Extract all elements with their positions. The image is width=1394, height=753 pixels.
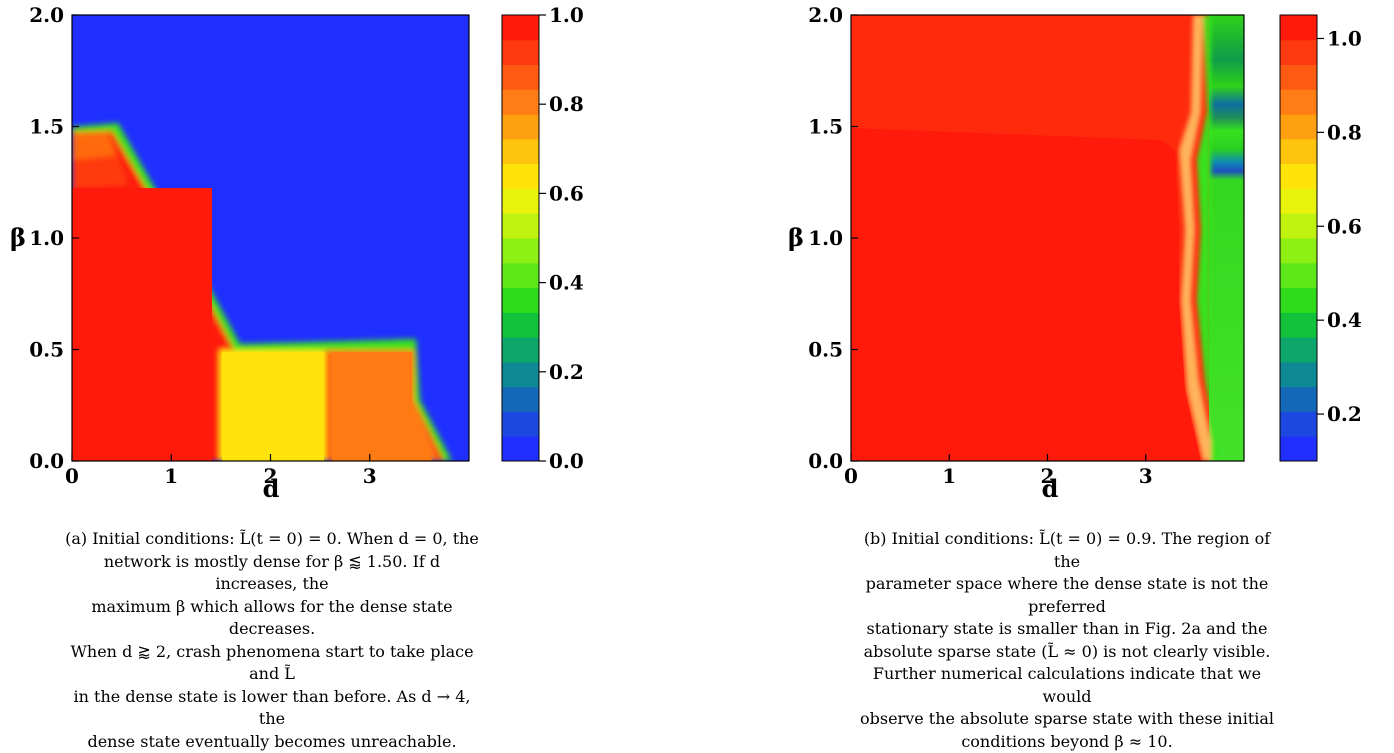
colorbar-swatch — [1280, 337, 1317, 362]
caption-a-line: in the dense state is lower than before.… — [62, 686, 482, 731]
x-tick-label: 0 — [844, 464, 858, 488]
colorbar-swatch — [1280, 164, 1317, 189]
dark-orange-strip-a — [72, 155, 128, 188]
colorbar-tick-label: 0.8 — [549, 92, 584, 116]
colorbar-swatch — [502, 411, 539, 436]
caption-a-line: (a) Initial conditions: L̃(t = 0) = 0. W… — [62, 528, 482, 551]
caption-b-line: stationary state is smaller than in Fig.… — [857, 618, 1277, 641]
y-tick-label: 1.5 — [808, 115, 843, 139]
colorbar-a: 0.0 0.2 0.4 0.6 0.8 1.0 — [502, 3, 584, 473]
colorbar-swatch — [502, 213, 539, 238]
colorbar-swatch — [502, 263, 539, 288]
colorbar-swatch — [1280, 288, 1317, 313]
caption-b-line: conditions beyond β ≈ 10. — [857, 731, 1277, 753]
heatmap-b — [851, 15, 1245, 461]
colorbar-swatch — [502, 89, 539, 114]
caption-a: (a) Initial conditions: L̃(t = 0) = 0. W… — [62, 528, 482, 753]
dense-region-b — [851, 128, 1201, 461]
y-tick-label: 0.5 — [29, 338, 64, 362]
colorbar-swatch — [1280, 312, 1317, 337]
y-axis-label-b: β — [788, 223, 804, 252]
colorbar-swatch — [1280, 238, 1317, 263]
y-tick-label: 1.5 — [29, 115, 64, 139]
caption-a-line: maximum β which allows for the dense sta… — [62, 596, 482, 641]
caption-a-line: network is mostly dense for β ⪅ 1.50. If… — [62, 551, 482, 596]
colorbar-swatch — [502, 114, 539, 139]
colorbar-b: 0.2 0.4 0.6 0.8 1.0 — [1280, 15, 1362, 462]
colorbar-tick-label: 1.0 — [1327, 26, 1362, 50]
x-tick-label: 0 — [65, 464, 79, 488]
colorbar-swatch — [1280, 362, 1317, 387]
x-tick-label: 1 — [942, 464, 956, 488]
y-tick-label: 0.0 — [808, 449, 843, 473]
colorbar-swatch — [1280, 188, 1317, 213]
colorbar-swatch — [1280, 15, 1317, 40]
y-axis-label-a: β — [10, 223, 26, 252]
colorbar-swatch — [1280, 65, 1317, 90]
colorbar-swatch — [502, 312, 539, 337]
x-axis-label-b: d — [1042, 474, 1059, 500]
y-tick-label: 1.0 — [808, 226, 843, 250]
colorbar-swatch — [1280, 213, 1317, 238]
caption-b-line: observe the absolute sparse state with t… — [857, 708, 1277, 731]
colorbar-tick-label: 0.4 — [549, 271, 584, 295]
colorbar-swatch — [502, 188, 539, 213]
x-axis-label-a: d — [263, 474, 280, 500]
colorbar-tick-label: 1.0 — [549, 3, 584, 27]
colorbar-swatch — [1280, 89, 1317, 114]
colorbar-swatch — [502, 238, 539, 263]
caption-b: (b) Initial conditions: L̃(t = 0) = 0.9.… — [857, 528, 1277, 753]
caption-a-line: When d ⪆ 2, crash phenomena start to tak… — [62, 641, 482, 686]
colorbar-swatch — [502, 65, 539, 90]
y-tick-label: 0.0 — [29, 449, 64, 473]
colorbar-swatch — [502, 436, 539, 461]
colorbar-swatch — [502, 164, 539, 189]
colorbar-swatch — [1280, 411, 1317, 436]
colorbar-swatch — [1280, 40, 1317, 65]
y-tick-label: 2.0 — [29, 3, 64, 27]
colorbar-tick-label: 0.0 — [549, 449, 584, 473]
heatmap-a — [72, 15, 469, 461]
colorbar-swatch — [502, 139, 539, 164]
y-tick-label: 0.5 — [808, 338, 843, 362]
colorbar-tick-label: 0.2 — [549, 360, 584, 384]
x-tick-label: 1 — [164, 464, 178, 488]
sparse-column-b — [1209, 15, 1245, 461]
caption-a-line: dense state eventually becomes unreachab… — [62, 731, 482, 753]
x-tick-label: 3 — [1139, 464, 1153, 488]
x-tick-label: 3 — [363, 464, 377, 488]
caption-b-line: parameter space where the dense state is… — [857, 573, 1277, 618]
colorbar-swatch — [502, 288, 539, 313]
colorbar-swatch — [1280, 436, 1317, 461]
colorbar-swatch — [1280, 387, 1317, 412]
caption-b-line: (b) Initial conditions: L̃(t = 0) = 0.9.… — [857, 528, 1277, 573]
colorbar-tick-label: 0.8 — [1327, 120, 1362, 144]
y-tick-label: 1.0 — [29, 226, 64, 250]
colorbar-swatch — [1280, 263, 1317, 288]
colorbar-tick-label: 0.6 — [549, 181, 584, 205]
colorbar-tick-label: 0.4 — [1327, 308, 1362, 332]
colorbar-swatch — [502, 15, 539, 40]
colorbar-swatch — [502, 40, 539, 65]
caption-b-line: Further numerical calculations indicate … — [857, 663, 1277, 708]
colorbar-swatch — [1280, 114, 1317, 139]
colorbar-swatch — [502, 362, 539, 387]
colorbar-tick-label: 0.6 — [1327, 214, 1362, 238]
colorbar-tick-label: 0.2 — [1327, 402, 1362, 426]
colorbar-swatch — [1280, 139, 1317, 164]
colorbar-swatch — [502, 387, 539, 412]
caption-b-line: absolute sparse state (L̃ ≈ 0) is not cl… — [857, 641, 1277, 664]
colorbar-swatch — [502, 337, 539, 362]
y-tick-label: 2.0 — [808, 3, 843, 27]
